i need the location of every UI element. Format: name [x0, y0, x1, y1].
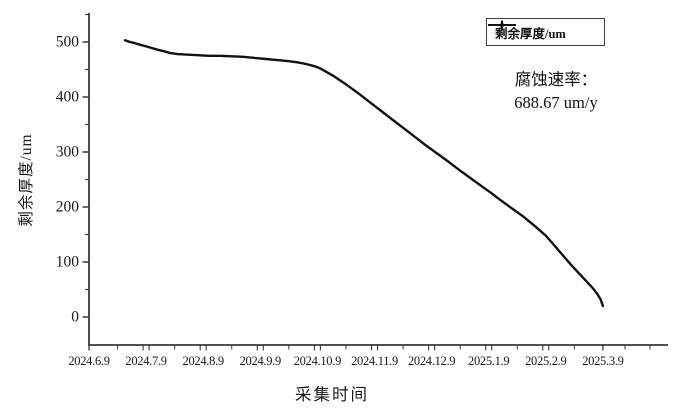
- corrosion-rate-value: 688.67 um/y: [514, 93, 598, 112]
- corrosion-rate-annotation: 腐蚀速率： 688.67 um/y: [488, 68, 624, 114]
- y-tick-label: 500: [55, 33, 79, 51]
- x-tick-label: 2024.7.9: [125, 354, 167, 368]
- x-tick-label: 2024.11.9: [351, 354, 398, 368]
- x-tick-label: 2025.2.9: [525, 354, 567, 368]
- y-axis-title: 剩余厚度/um: [18, 133, 35, 227]
- x-tick-label: 2024.12.9: [407, 354, 456, 368]
- x-tick-label: 2024.9.9: [239, 354, 282, 368]
- x-tick-label: 2025.1.9: [468, 354, 510, 368]
- x-tick-label: 2025.3.9: [582, 354, 624, 368]
- legend-label: 剩余厚度/um: [495, 26, 566, 41]
- y-tick-label: 200: [55, 198, 79, 216]
- y-tick-label: 0: [71, 308, 79, 326]
- x-axis-title: 采集时间: [295, 385, 369, 404]
- line-marker-icon: [488, 20, 516, 30]
- axis-spines: [88, 13, 668, 346]
- y-tick-label: 400: [55, 88, 79, 106]
- thickness-series-line: [123, 39, 605, 308]
- x-tick-label: 2024.6.9: [68, 354, 110, 368]
- y-tick-label: 300: [55, 143, 79, 161]
- y-tick-label: 100: [55, 253, 79, 271]
- x-tick-label: 2024.8.9: [182, 354, 225, 368]
- corrosion-rate-title: 腐蚀速率：: [514, 70, 598, 89]
- x-tick-label: 2024.10.9: [293, 354, 342, 368]
- legend: 剩余厚度/um: [486, 18, 605, 46]
